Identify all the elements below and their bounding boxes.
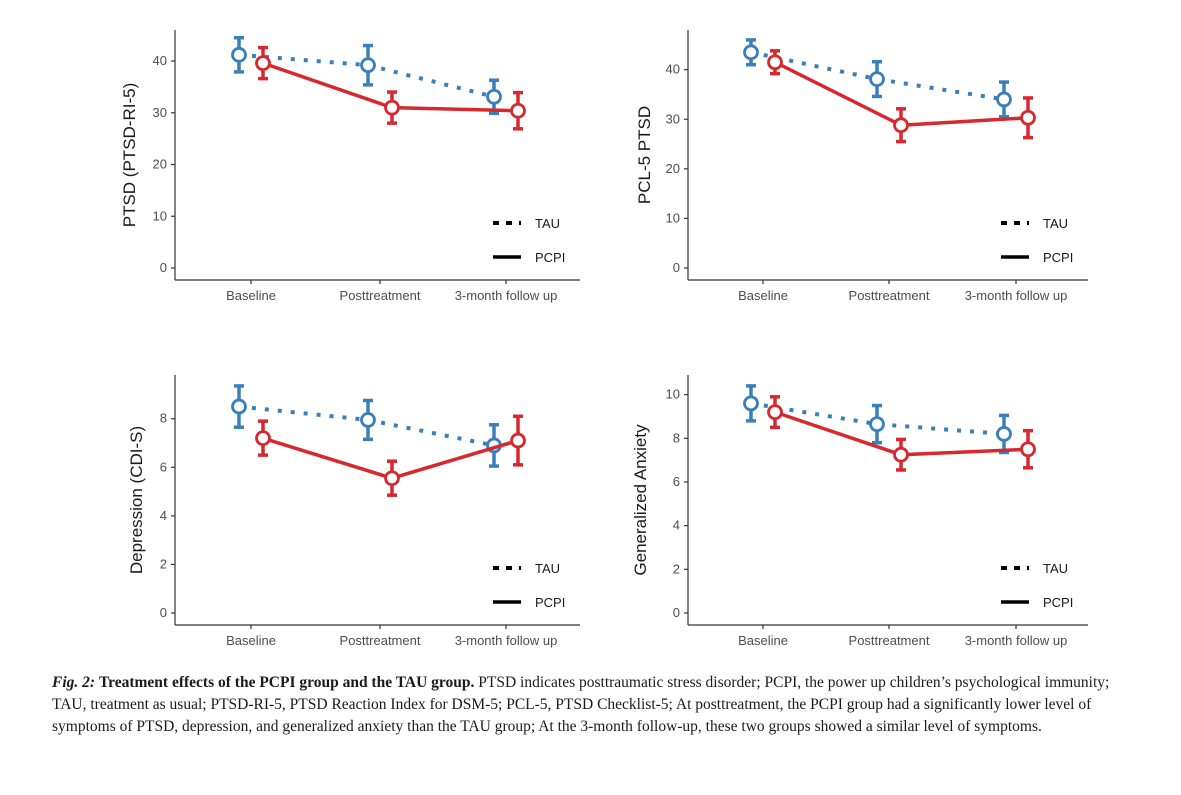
caption-figure-label: Fig. 2: [52,674,96,691]
x-tick-label: Posttreatment [340,288,421,303]
legend-label-pcpi: PCPI [535,250,565,265]
y-tick-label: 0 [160,260,167,275]
y-tick-label: 0 [673,605,680,620]
x-tick-label: Baseline [738,633,788,648]
data-point-tau [231,46,247,63]
chart-panel-2: 0 10 20 30 40 Baseline Posttreatment 3-month fo… [635,30,1088,303]
data-point-pcpi [1020,441,1036,458]
data-point-pcpi [893,446,909,463]
data-point-tau [231,398,247,415]
y-tick-label: 2 [160,556,167,571]
series-line-tau [750,401,1005,436]
x-tick-label: Posttreatment [340,633,421,648]
chart-panel-3: 0 2 4 6 8 Baseline Posttreatment 3-month follow… [127,375,580,648]
data-point-pcpi [893,117,909,134]
data-point-tau [869,416,885,433]
figure-caption: Fig. 2: Treatment effects of the PCPI gr… [52,672,1142,738]
y-tick-label: 10 [153,208,167,223]
data-point-tau [869,71,885,87]
y-axis-title: PCL-5 PTSD [635,106,654,204]
y-tick-label: 6 [160,459,167,474]
y-tick-label: 4 [160,508,167,523]
y-tick-label: 10 [666,210,680,225]
data-point-pcpi [255,55,271,72]
data-point-tau [743,44,759,61]
data-point-tau [996,426,1012,442]
y-tick-label: 8 [673,430,680,445]
caption-title: Treatment effects of the PCPI group and … [98,674,475,691]
data-point-pcpi [255,430,271,447]
y-tick-label: 30 [666,111,680,126]
data-point-pcpi [510,102,526,119]
data-point-pcpi [384,99,400,116]
y-tick-label: 0 [673,260,680,275]
legend-label-tau: TAU [1043,561,1068,576]
x-tick-label: Baseline [738,288,788,303]
x-tick-label: Posttreatment [849,288,930,303]
x-tick-label: Posttreatment [849,633,930,648]
legend-label-pcpi: PCPI [1043,595,1073,610]
x-tick-label: 3-month follow up [965,633,1068,648]
legend-label-pcpi: PCPI [535,595,565,610]
legend-label-tau: TAU [535,561,560,576]
y-tick-label: 30 [153,105,167,120]
data-point-tau [486,88,502,105]
data-point-tau [360,57,376,74]
data-point-pcpi [767,54,783,71]
y-tick-label: 10 [666,387,680,402]
y-tick-label: 6 [673,474,680,489]
y-tick-label: 8 [160,411,167,426]
x-tick-label: Baseline [226,288,276,303]
chart-panel-1: 0 10 20 30 40 Baseline Posttreatment 3-month fo… [120,30,580,303]
data-point-pcpi [384,470,400,487]
series-line-tau [750,50,1005,102]
y-axis-title: PTSD (PTSD-RI-5) [120,83,139,228]
legend-label-pcpi: PCPI [1043,250,1073,265]
y-tick-label: 0 [160,605,167,620]
data-point-pcpi [510,432,526,449]
legend-label-tau: TAU [1043,216,1068,231]
data-point-tau [360,412,376,428]
legend-label-tau: TAU [535,216,560,231]
y-tick-label: 20 [153,157,167,172]
x-tick-label: 3-month follow up [455,633,558,648]
y-tick-label: 2 [673,561,680,576]
x-tick-label: Baseline [226,633,276,648]
x-tick-label: 3-month follow up [455,288,558,303]
y-axis-title: Depression (CDI-S) [127,426,146,574]
y-tick-label: 40 [153,53,167,68]
caption-text: PTSD indicates posttraumatic stress diso… [52,674,1110,735]
y-axis-title: Generalized Anxiety [631,424,650,576]
y-tick-label: 40 [666,62,680,77]
y-tick-label: 20 [666,161,680,176]
data-point-pcpi [767,404,783,421]
data-point-tau [743,395,759,412]
y-tick-label: 4 [673,518,680,533]
chart-panel-4: 0 2 4 6 8 10 Baseline Posttreatment 3-month foll… [631,375,1088,648]
data-point-tau [996,91,1012,108]
x-tick-label: 3-month follow up [965,288,1068,303]
data-point-pcpi [1020,109,1036,126]
